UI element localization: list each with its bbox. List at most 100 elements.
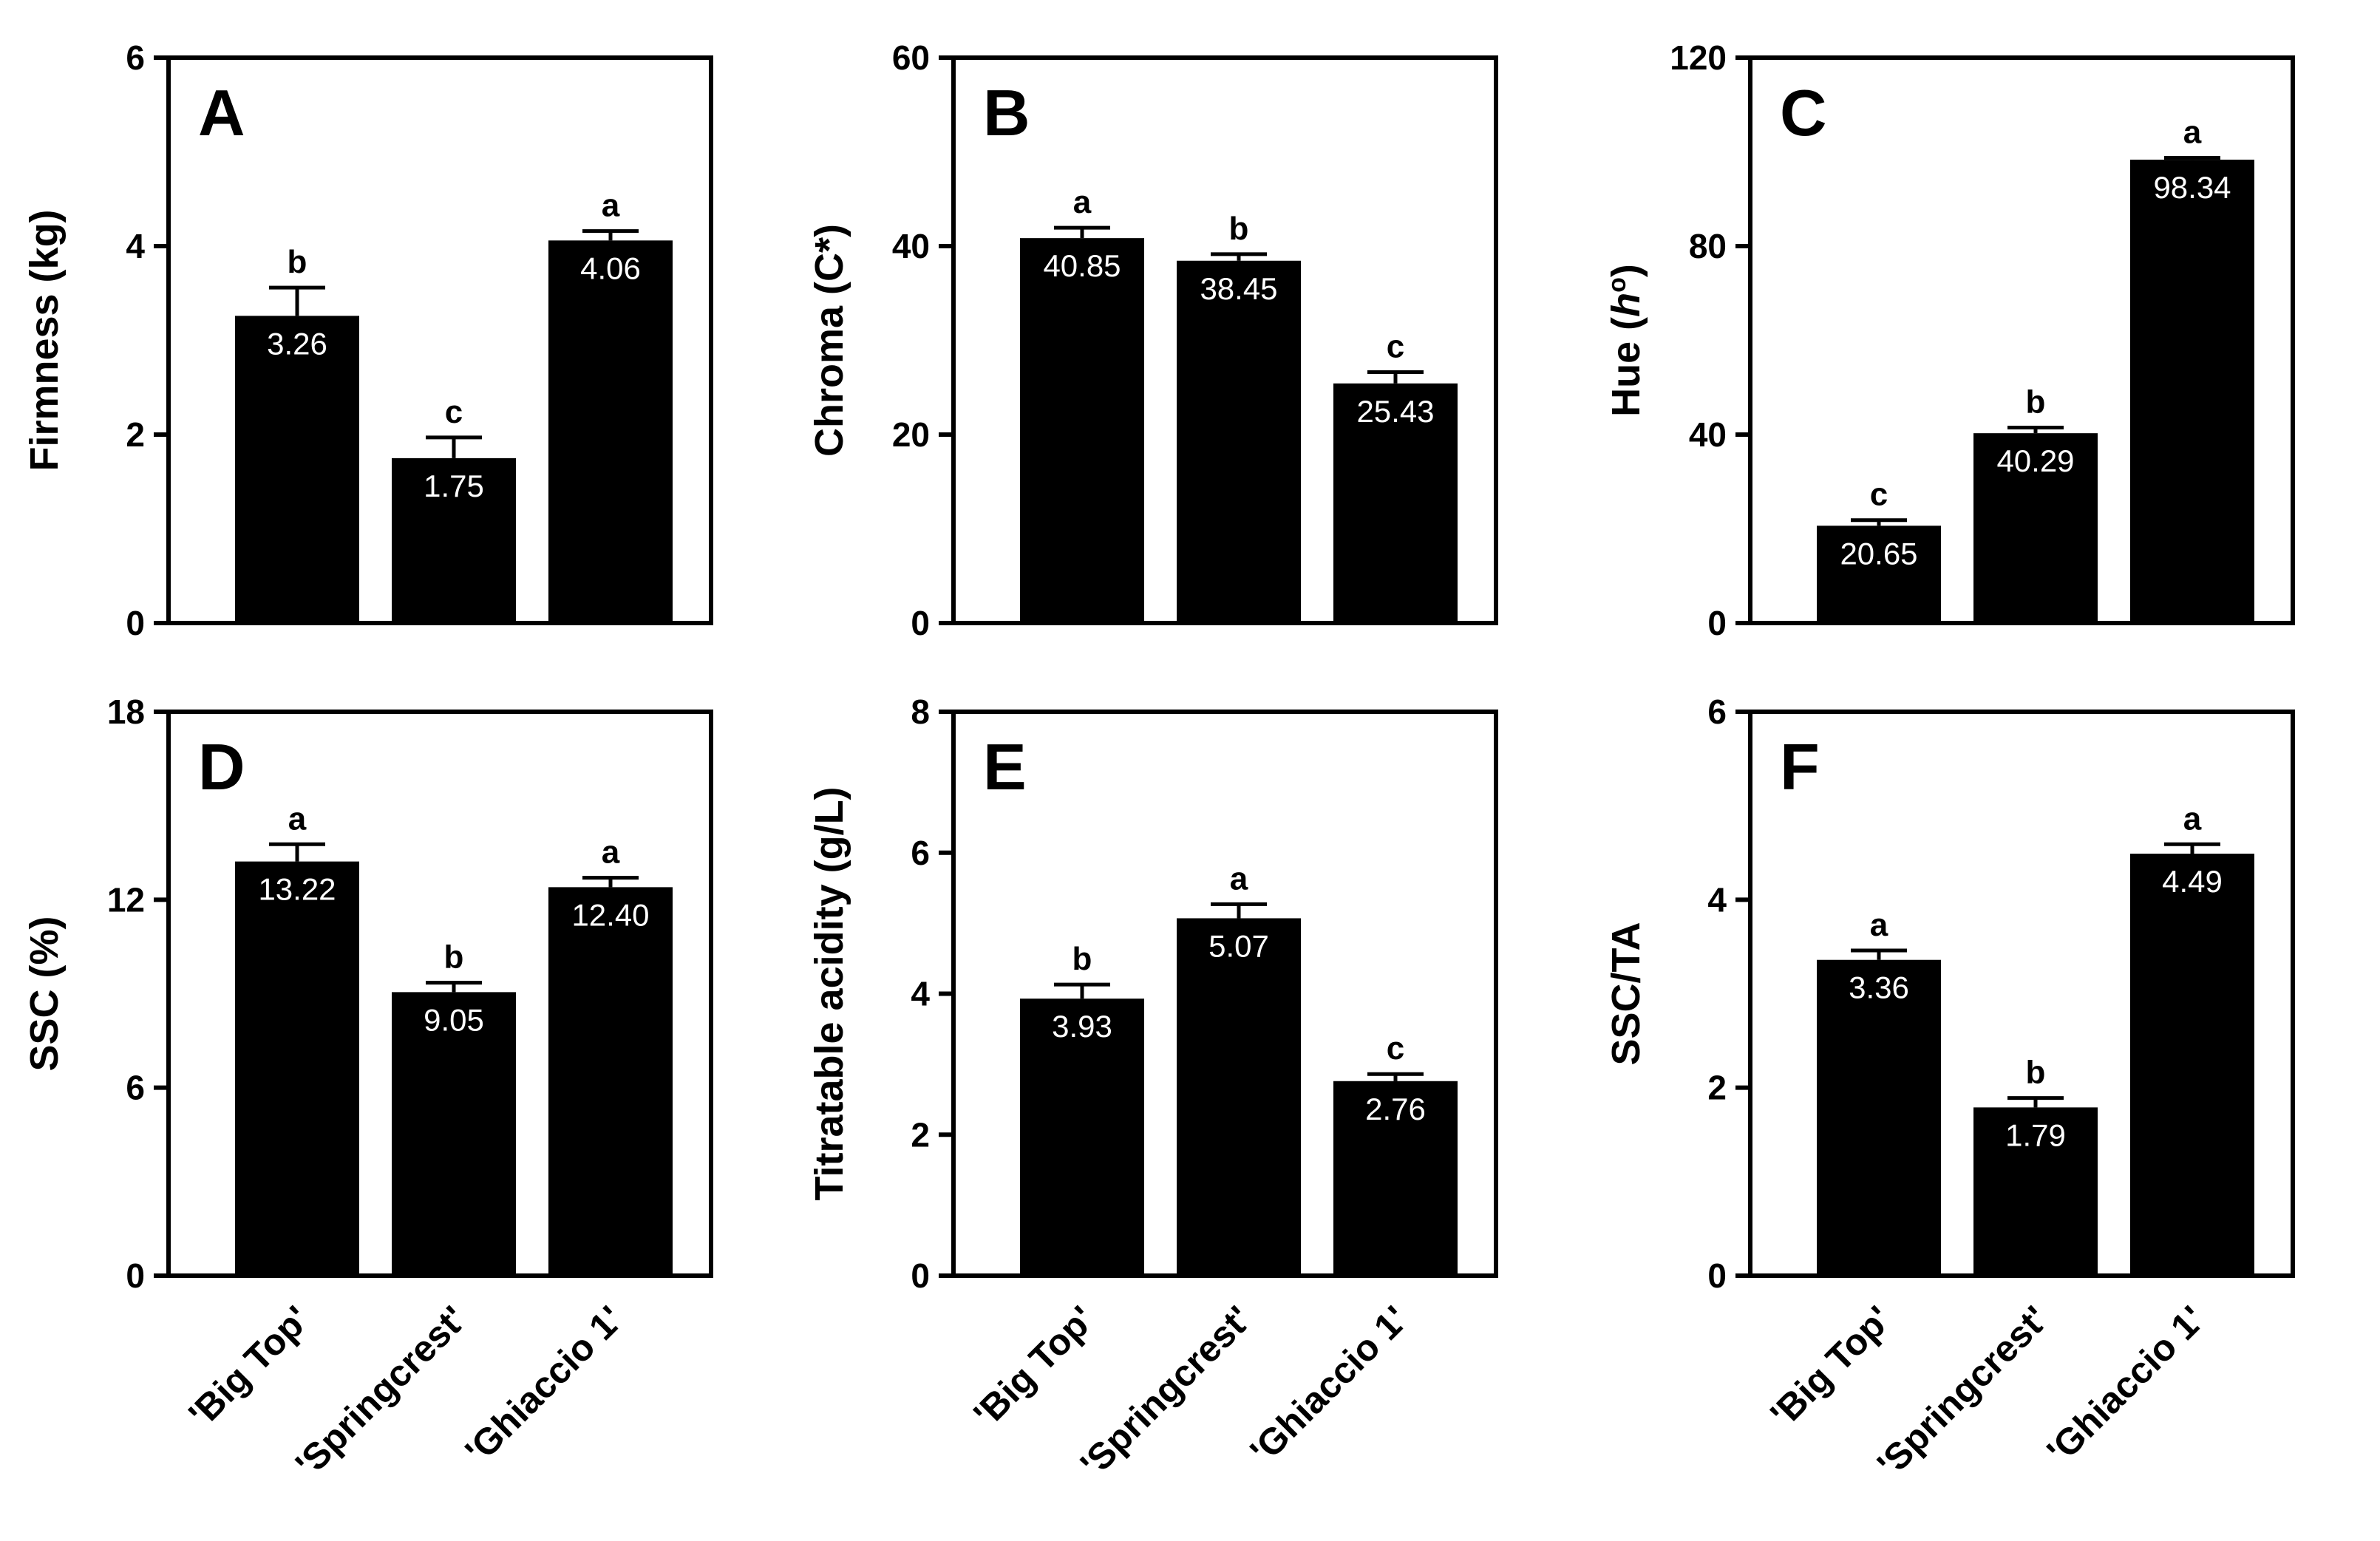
- panel-b: 0 20 40 60 Chroma (C*) B 40.85 a 38.45 b 25.43 c: [807, 38, 1498, 642]
- panel-e-bar: [1020, 999, 1144, 1276]
- panel-e-ytick-label: 4: [911, 975, 930, 1013]
- panel-f-ytick-label: 0: [1707, 1256, 1727, 1295]
- panel-a-ytick-label: 2: [126, 415, 145, 454]
- panel-b-ytick-label: 20: [892, 415, 930, 454]
- panel-f-significance-label: a: [2183, 800, 2202, 837]
- panel-c-value-label: 40.29: [1996, 443, 2074, 478]
- panel-a-ytick-label: 0: [126, 604, 145, 642]
- panel-b-value-label: 25.43: [1356, 394, 1434, 429]
- panel-c-significance-label: c: [1870, 477, 1888, 513]
- panel-b-bar: [1020, 238, 1144, 624]
- panel-e-significance-label: a: [1230, 860, 1248, 897]
- panel-a-significance-label: c: [445, 394, 463, 430]
- panel-e-significance-label: b: [1072, 941, 1092, 977]
- panel-d-value-label: 12.40: [571, 897, 649, 932]
- panel-c-significance-label: a: [2183, 115, 2202, 151]
- panel-a-value-label: 1.75: [424, 469, 484, 503]
- panel-a-bar: [392, 457, 516, 623]
- panel-f-ytick-label: 2: [1707, 1069, 1727, 1107]
- panel-f-ytick-label: 6: [1707, 693, 1727, 731]
- panel-b-ytick-label: 40: [892, 227, 930, 265]
- panel-b-ylabel: Chroma (C*): [807, 224, 851, 457]
- panel-f-value-label: 3.36: [1849, 970, 1909, 1005]
- panel-b-bar: [1333, 383, 1458, 623]
- panel-e-value-label: 5.07: [1208, 928, 1269, 963]
- panel-f-significance-label: b: [2026, 1055, 2046, 1091]
- panel-c-bar: [1973, 433, 2098, 623]
- panel-b-significance-label: c: [1387, 328, 1404, 364]
- panel-d-ytick-label: 18: [107, 693, 145, 731]
- panel-b-ytick-label: 60: [892, 38, 930, 77]
- panel-e-bar: [1333, 1081, 1458, 1276]
- panel-f-ytick-label: 4: [1707, 880, 1727, 919]
- panel-c: 0 40 80 120 Hue (ho) C 20.65 c 40.29 b 98.34 a: [1603, 38, 2295, 642]
- panel-d-significance-label: b: [444, 939, 464, 976]
- panel-c-bar: [1817, 525, 1941, 623]
- panel-e-value-label: 3.93: [1052, 1009, 1112, 1044]
- panel-a-ylabel: Firmness (kg): [22, 209, 67, 471]
- panel-c-value-label: 20.65: [1840, 536, 1917, 571]
- panel-c-ytick-label: 0: [1707, 604, 1727, 642]
- panel-d-value-label: 9.05: [424, 1002, 484, 1037]
- panel-b-letter: B: [983, 76, 1030, 149]
- panel-b-significance-label: a: [1073, 184, 1092, 220]
- panel-a-ytick-label: 6: [126, 38, 145, 77]
- panel-f-value-label: 1.79: [2005, 1118, 2066, 1152]
- panel-d-ytick-label: 12: [107, 880, 145, 919]
- panel-f-bar: [1817, 959, 1941, 1276]
- panel-e-ytick-label: 0: [911, 1256, 930, 1295]
- panel-a-significance-label: b: [288, 244, 307, 280]
- panel-c-bar: [2130, 160, 2254, 623]
- panel-b-bar: [1177, 260, 1301, 623]
- panel-c-value-label: 98.34: [2153, 170, 2231, 205]
- panel-b-significance-label: b: [1229, 211, 1249, 247]
- panel-c-letter: C: [1780, 76, 1827, 149]
- panel-c-significance-label: b: [2026, 384, 2046, 421]
- panel-d-ytick-label: 6: [126, 1069, 145, 1107]
- panel-e-category-label: 'Big Top': [965, 1298, 1102, 1435]
- panel-a-letter: A: [198, 76, 245, 149]
- panel-c-ylabel: Hue (ho): [1603, 264, 1648, 417]
- panel-c-ytick-label: 40: [1689, 415, 1727, 454]
- panel-d-value-label: 13.22: [258, 872, 336, 907]
- panel-d-ylabel: SSC (%): [22, 916, 67, 1071]
- panel-a-value-label: 3.26: [267, 326, 327, 361]
- panel-a-bar: [548, 240, 673, 624]
- panel-c-ytick-label: 80: [1689, 227, 1727, 265]
- panel-d-bar: [548, 887, 673, 1276]
- panel-f-ylabel: SSC/TA: [1604, 922, 1648, 1065]
- panel-c-ytick-label: 120: [1670, 38, 1727, 77]
- panel-d-letter: D: [198, 730, 245, 803]
- panel-e-ytick-label: 8: [911, 693, 930, 731]
- panel-d-bar: [235, 861, 359, 1276]
- panel-f-category-label: 'Big Top': [1762, 1298, 1899, 1435]
- panel-b-value-label: 38.45: [1200, 271, 1277, 306]
- panel-a-ytick-label: 4: [126, 227, 145, 265]
- panel-e-category-label: 'Ghiaccio 1': [1242, 1298, 1416, 1472]
- panel-d-significance-label: a: [602, 834, 620, 871]
- panel-e-ytick-label: 6: [911, 834, 930, 872]
- panel-d-category-label: 'Ghiaccio 1': [458, 1298, 631, 1472]
- panel-e-ytick-label: 2: [911, 1115, 930, 1154]
- panel-a-value-label: 4.06: [580, 251, 641, 285]
- panel-e-significance-label: c: [1387, 1030, 1404, 1067]
- panel-f-bar: [2130, 854, 2254, 1276]
- panel-d-significance-label: a: [288, 800, 307, 837]
- panel-a-bar: [235, 316, 359, 623]
- panel-d-ytick-label: 0: [126, 1256, 145, 1295]
- panel-a-significance-label: a: [602, 188, 620, 224]
- panel-b-ytick-label: 0: [911, 604, 930, 642]
- panel-d-category-label: 'Big Top': [180, 1298, 317, 1435]
- panel-e-bar: [1177, 918, 1301, 1276]
- panel-d-bar: [392, 992, 516, 1276]
- panel-e-letter: E: [983, 730, 1027, 803]
- panel-e-ylabel: Titratable acidity (g/L): [807, 786, 851, 1200]
- panel-e-value-label: 2.76: [1365, 1092, 1426, 1126]
- panel-a: 0 2 4 6 Firmness (kg) A 3.26 b 1.75 c 4.06 a: [22, 38, 713, 642]
- panel-f-category-label: 'Ghiaccio 1': [2039, 1298, 2213, 1472]
- panel-f-significance-label: a: [1870, 907, 1888, 943]
- panel-b-value-label: 40.85: [1043, 248, 1121, 283]
